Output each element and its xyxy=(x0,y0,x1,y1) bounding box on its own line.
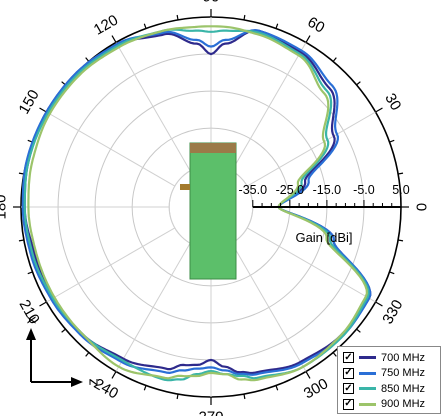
legend-label: 850 MHz xyxy=(381,382,426,395)
checkbox-icon[interactable]: ✓ xyxy=(343,367,354,379)
angle-tick xyxy=(398,172,404,175)
angle-tick xyxy=(39,301,47,307)
x-arrow-head xyxy=(26,328,36,340)
angle-tick xyxy=(243,14,246,20)
angle-tick xyxy=(143,23,147,29)
legend-item[interactable]: ✓ 850 MHz xyxy=(343,381,436,397)
angle-tick xyxy=(375,107,383,113)
legend: ✓ 700 MHz ✓ 750 MHz ✓ 850 MHz ✓ 900 MHz xyxy=(337,346,441,414)
legend-item[interactable]: ✓ 700 MHz xyxy=(343,350,436,366)
angle-label: 30 xyxy=(381,91,404,114)
gain-axis-label: Gain [dBi] xyxy=(295,230,352,245)
grid-spoke xyxy=(231,42,307,172)
angle-tick xyxy=(356,328,361,333)
angle-label: 120 xyxy=(91,12,121,39)
z-axis-label: z xyxy=(85,378,102,386)
angle-label: 150 xyxy=(16,87,43,117)
gain-tick-label: -35.0 xyxy=(239,183,268,197)
device-body xyxy=(189,142,237,280)
grid-spoke xyxy=(46,111,176,187)
grid-spoke xyxy=(246,111,376,187)
angle-tick xyxy=(176,14,179,20)
device-connector xyxy=(180,184,190,190)
angle-tick xyxy=(18,172,24,175)
grid-spoke xyxy=(115,42,191,172)
angle-tick xyxy=(111,371,117,379)
angle-tick xyxy=(111,35,117,43)
gain-tick-label: -25.0 xyxy=(276,183,305,197)
angle-tick xyxy=(85,352,90,357)
angle-tick xyxy=(61,328,66,333)
angle-tick xyxy=(27,271,33,275)
angle-tick xyxy=(332,352,337,357)
angle-tick xyxy=(305,371,311,379)
angle-tick xyxy=(275,385,279,391)
gain-tick-label: 5.0 xyxy=(392,183,409,197)
legend-swatch xyxy=(359,402,376,406)
angle-tick xyxy=(389,271,395,275)
grid-spoke xyxy=(115,242,191,372)
angle-label: 60 xyxy=(305,14,328,37)
angle-label: 0 xyxy=(413,203,430,211)
grid-spoke xyxy=(246,227,376,303)
legend-label: 900 MHz xyxy=(381,398,426,411)
checkbox-icon[interactable]: ✓ xyxy=(343,398,354,410)
gain-tick-label: -5.0 xyxy=(353,183,375,197)
series-line-4 xyxy=(27,25,368,382)
angle-label: 330 xyxy=(379,297,406,327)
angle-tick xyxy=(398,239,404,242)
angle-tick xyxy=(85,57,90,62)
angle-label: 300 xyxy=(301,375,331,402)
legend-swatch xyxy=(359,387,376,391)
angle-tick xyxy=(389,139,395,143)
angle-label: 180 xyxy=(0,194,10,219)
angle-label: 90 xyxy=(203,0,220,6)
angle-tick xyxy=(305,35,311,43)
legend-label: 700 MHz xyxy=(381,351,426,364)
gain-tick-label: -15.0 xyxy=(313,183,342,197)
angle-tick xyxy=(375,301,383,307)
legend-label: 750 MHz xyxy=(381,367,426,380)
angle-tick xyxy=(18,239,24,242)
checkbox-icon[interactable]: ✓ xyxy=(343,351,354,364)
legend-swatch xyxy=(359,371,376,375)
device-graphic xyxy=(180,142,237,280)
legend-item[interactable]: ✓ 750 MHz xyxy=(343,366,436,382)
angle-tick xyxy=(176,394,179,400)
angle-tick xyxy=(332,57,337,62)
grid-spoke xyxy=(231,242,307,372)
angle-tick xyxy=(243,394,246,400)
legend-swatch xyxy=(359,356,376,360)
z-arrow-head xyxy=(71,377,83,387)
grid-spoke xyxy=(46,227,176,303)
x-axis-label: x xyxy=(23,316,40,324)
checkbox-icon[interactable]: ✓ xyxy=(343,382,354,395)
legend-item[interactable]: ✓ 900 MHz xyxy=(343,397,436,413)
device-top xyxy=(190,143,236,153)
angle-tick xyxy=(39,107,47,113)
angle-label: 270 xyxy=(198,409,223,416)
angle-tick xyxy=(143,385,147,391)
angle-tick xyxy=(356,81,361,86)
angle-tick xyxy=(275,23,279,29)
series-line-2 xyxy=(21,29,372,376)
